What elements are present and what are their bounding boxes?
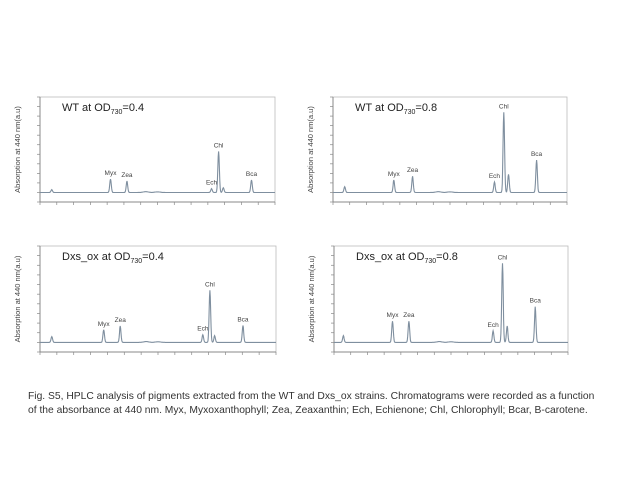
peak-label: Zea — [407, 167, 419, 174]
peak-label: Myx — [105, 170, 118, 177]
chromatogram-panel: Myx Zea Ech Chl Bca WT at OD730=0.8 Absorption… — [306, 96, 568, 205]
y-axis-label: Absorption at 440 nm(a.u) — [13, 106, 22, 193]
figure-caption: Fig. S5, HPLC analysis of pigments extra… — [28, 391, 595, 416]
y-axis-label: Absorption at 440 nm(a.u) — [13, 255, 22, 342]
chromatogram-trace — [333, 112, 567, 194]
peak-label: Bca — [237, 317, 249, 324]
y-axis-label: Absorption at 440 nm(a.u) — [307, 255, 316, 342]
peak-label: Ech — [489, 173, 501, 180]
chromatogram-trace — [40, 151, 275, 194]
peak-label: Bca — [531, 151, 543, 158]
peak-label: Ech — [197, 326, 209, 333]
peak-label: Myx — [388, 171, 401, 178]
chromatogram-trace — [40, 290, 276, 343]
peak-label: Myx — [98, 321, 111, 328]
peak-label: Myx — [387, 312, 400, 319]
peak-label: Zea — [121, 172, 133, 179]
chromatogram-panel: Myx Zea Ech Chl Bca Dxs_ox at OD730=0.8 Absorp… — [307, 245, 569, 355]
peak-label: Chl — [499, 103, 509, 110]
chromatogram-panel: Myx Zea Ech Chl Bca Dxs_ox at OD730=0.4 Absorp… — [13, 245, 277, 355]
peak-label: Bca — [246, 171, 258, 178]
peak-label: Chl — [498, 254, 508, 261]
peak-label: Chl — [214, 142, 224, 149]
peak-label: Zea — [403, 312, 415, 319]
chromatogram-trace — [334, 263, 568, 343]
panel-title: Dxs_ox at OD730=0.8 — [356, 251, 458, 265]
panel-title: WT at OD730=0.4 — [62, 102, 144, 116]
panel-title: WT at OD730=0.8 — [355, 102, 437, 116]
panel-title: Dxs_ox at OD730=0.4 — [62, 251, 164, 265]
peak-label: Ech — [488, 322, 500, 329]
y-axis-label: Absorption at 440 nm(a.u) — [306, 106, 315, 193]
chromatogram-panel: Myx Zea Ech Chl Bca WT at OD730=0.4 Absorption… — [13, 96, 276, 205]
peak-label: Bca — [530, 298, 542, 305]
peak-label: Ech — [206, 180, 218, 187]
peak-label: Zea — [115, 317, 127, 324]
peak-label: Chl — [205, 281, 215, 288]
